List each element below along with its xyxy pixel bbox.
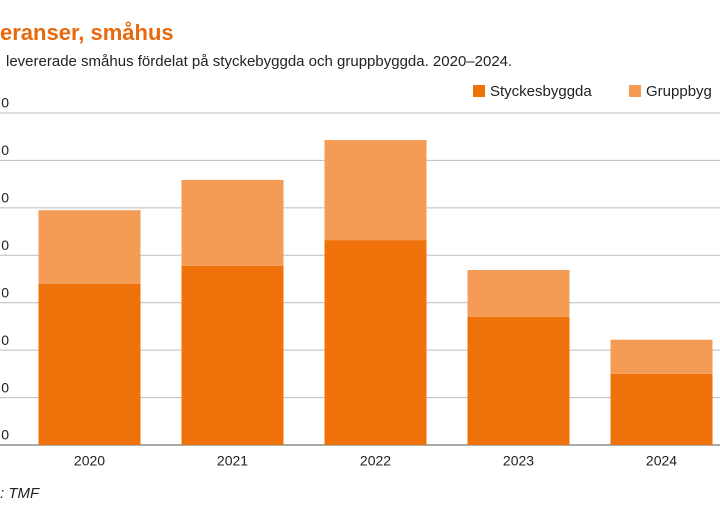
- y-tick-label: 0: [1, 332, 9, 348]
- source: : TMF: [0, 485, 40, 502]
- legend-label: Styckesbyggda: [490, 83, 592, 100]
- y-tick-label: 0: [1, 427, 9, 443]
- bar-segment: [610, 339, 713, 374]
- y-tick-label: 0: [1, 95, 9, 111]
- legend-swatch: [629, 85, 641, 97]
- x-tick-label: 2020: [74, 453, 105, 469]
- bar-segment: [181, 179, 284, 266]
- legend-swatch: [473, 85, 485, 97]
- y-tick-label: 0: [1, 142, 9, 158]
- bar-segment: [610, 373, 713, 445]
- chart-title: eranser, småhus: [0, 20, 174, 45]
- y-tick-label: 0: [1, 284, 9, 300]
- bar-segment: [38, 283, 141, 445]
- x-tick-label: 2021: [217, 453, 248, 469]
- y-tick-label: 0: [1, 237, 9, 253]
- chart-subtitle: levererade småhus fördelat på styckebygg…: [6, 53, 512, 70]
- x-tick-label: 2022: [360, 453, 391, 469]
- bar-segment: [38, 210, 141, 284]
- y-tick-label: 0: [1, 190, 9, 206]
- bar-segment: [324, 240, 427, 445]
- y-tick-label: 0: [1, 379, 9, 395]
- bar-segment: [324, 140, 427, 241]
- bar-segment: [181, 265, 284, 445]
- x-tick-label: 2023: [503, 453, 534, 469]
- bar-segment: [467, 269, 570, 317]
- x-tick-label: 2024: [646, 453, 677, 469]
- bar-segment: [467, 316, 570, 445]
- legend-label: Gruppbyg: [646, 83, 712, 100]
